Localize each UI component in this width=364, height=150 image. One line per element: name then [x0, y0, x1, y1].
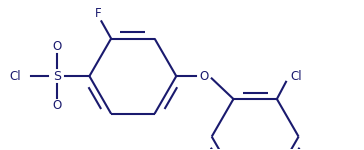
Text: Cl: Cl: [9, 70, 21, 83]
Text: O: O: [53, 99, 62, 112]
Text: S: S: [54, 70, 62, 83]
Text: F: F: [95, 7, 102, 20]
Text: O: O: [53, 40, 62, 53]
Text: O: O: [199, 70, 208, 83]
Text: Cl: Cl: [290, 70, 302, 83]
